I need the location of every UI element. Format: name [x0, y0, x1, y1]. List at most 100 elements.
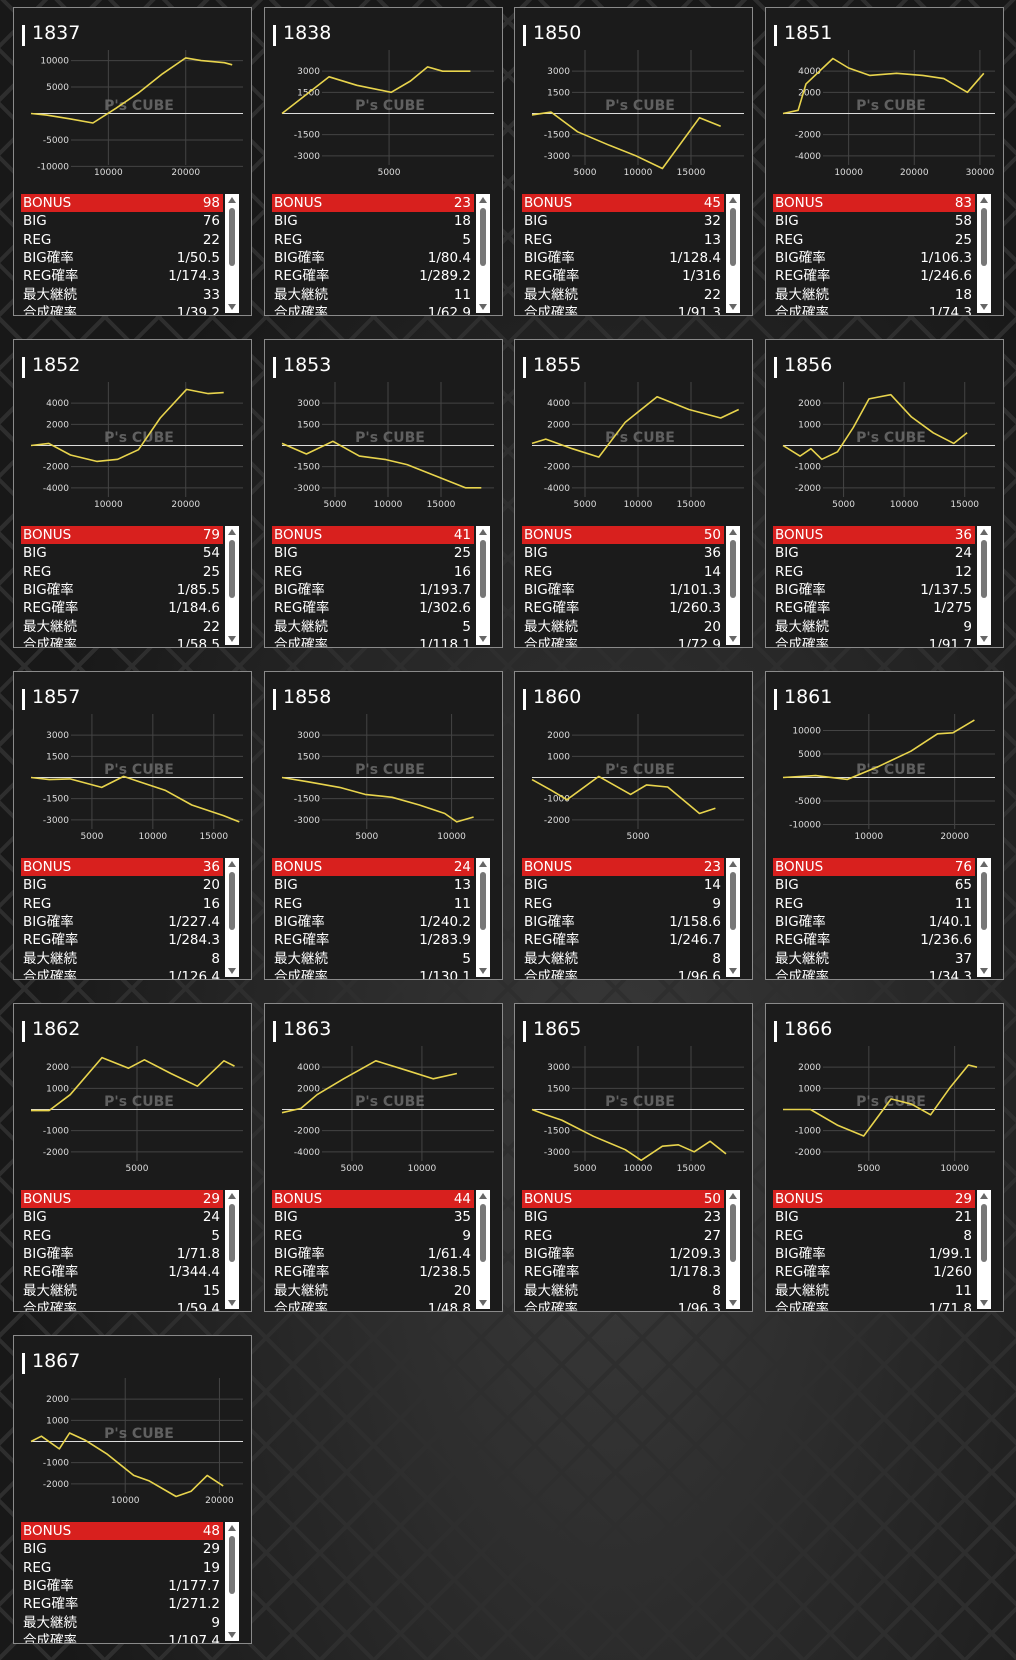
scroll-up[interactable] — [980, 1193, 988, 1199]
scroll-thumb[interactable] — [981, 872, 987, 930]
stat-row: 最大継続 20 — [272, 1282, 474, 1300]
scroll-up[interactable] — [729, 197, 737, 203]
stat-value: 36 — [954, 527, 972, 543]
scroll-down[interactable] — [479, 304, 487, 310]
stat-value: 1/260.3 — [669, 600, 721, 617]
scroll-up[interactable] — [479, 529, 487, 535]
scroll-thumb[interactable] — [229, 208, 235, 266]
scroll-thumb[interactable] — [730, 872, 736, 930]
stat-label: BIG — [775, 877, 799, 894]
scroll-up[interactable] — [479, 1193, 487, 1199]
scroll-down[interactable] — [729, 304, 737, 310]
scroll-thumb[interactable] — [229, 1204, 235, 1262]
scroll-up[interactable] — [729, 529, 737, 535]
stat-row: 最大継続 9 — [773, 618, 975, 636]
scroll-down[interactable] — [729, 968, 737, 974]
stat-row: BIG 35 — [272, 1208, 474, 1226]
data-line — [281, 440, 482, 489]
scroll-down[interactable] — [980, 636, 988, 642]
stat-row: BIG 65 — [773, 876, 975, 894]
stat-value: 29 — [954, 1191, 972, 1207]
stat-row: BIG確率 1/128.4 — [522, 249, 724, 267]
scroll-up[interactable] — [980, 529, 988, 535]
scroll-down[interactable] — [228, 968, 236, 974]
stat-label: BONUS — [23, 859, 72, 875]
scroll-thumb[interactable] — [480, 208, 486, 266]
scrollbar[interactable] — [726, 194, 740, 313]
scrollbar[interactable] — [225, 1522, 239, 1641]
scroll-down[interactable] — [228, 636, 236, 642]
scroll-down[interactable] — [479, 1300, 487, 1306]
scrollbar[interactable] — [476, 858, 490, 977]
scrollbar[interactable] — [726, 526, 740, 645]
scrollbar[interactable] — [726, 858, 740, 977]
scroll-thumb[interactable] — [730, 208, 736, 266]
scroll-down[interactable] — [228, 304, 236, 310]
stat-value: 1/71.8 — [176, 1245, 220, 1262]
scroll-up[interactable] — [980, 861, 988, 867]
scroll-up[interactable] — [729, 1193, 737, 1199]
scrollbar[interactable] — [977, 1190, 991, 1309]
y-tick-label: -1500 — [544, 131, 570, 141]
scroll-thumb[interactable] — [730, 1204, 736, 1262]
scroll-down[interactable] — [479, 636, 487, 642]
scroll-up[interactable] — [228, 1193, 236, 1199]
scroll-up[interactable] — [729, 861, 737, 867]
scrollbar[interactable] — [476, 194, 490, 313]
stat-value: 22 — [703, 286, 721, 303]
stat-row: BIG 21 — [773, 1208, 975, 1226]
stat-row: 最大継続 9 — [21, 1614, 223, 1632]
scrollbar[interactable] — [225, 858, 239, 977]
scroll-down[interactable] — [228, 1632, 236, 1638]
scrollbar[interactable] — [225, 194, 239, 313]
stat-row: REG確率 1/284.3 — [21, 931, 223, 949]
scroll-thumb[interactable] — [730, 540, 736, 598]
scroll-thumb[interactable] — [480, 872, 486, 930]
scroll-down[interactable] — [228, 1300, 236, 1306]
scroll-up[interactable] — [228, 197, 236, 203]
scrollbar[interactable] — [977, 194, 991, 313]
scroll-down[interactable] — [980, 304, 988, 310]
y-tick-label: 1500 — [297, 420, 320, 430]
stat-row: REG 25 — [773, 231, 975, 249]
y-tick-label: -1000 — [795, 1127, 821, 1137]
scroll-down[interactable] — [479, 968, 487, 974]
stat-label: REG — [23, 895, 52, 912]
scrollbar[interactable] — [225, 1190, 239, 1309]
scrollbar[interactable] — [726, 1190, 740, 1309]
scroll-thumb[interactable] — [480, 540, 486, 598]
scroll-up[interactable] — [228, 861, 236, 867]
stat-value: 1/289.2 — [419, 268, 471, 285]
scroll-thumb[interactable] — [229, 540, 235, 598]
scroll-down[interactable] — [729, 1300, 737, 1306]
scroll-down[interactable] — [729, 636, 737, 642]
scroll-up[interactable] — [228, 529, 236, 535]
card-title: 1865 — [533, 1018, 582, 1040]
scroll-thumb[interactable] — [981, 540, 987, 598]
stat-value: 9 — [211, 1614, 220, 1631]
scrollbar[interactable] — [977, 526, 991, 645]
stat-value: 27 — [703, 1227, 721, 1244]
scrollbar[interactable] — [476, 526, 490, 645]
scroll-thumb[interactable] — [981, 1204, 987, 1262]
watermark: P's CUBE — [605, 430, 675, 446]
scrollbar[interactable] — [225, 526, 239, 645]
scroll-thumb[interactable] — [229, 872, 235, 930]
scroll-up[interactable] — [479, 197, 487, 203]
scroll-down[interactable] — [980, 1300, 988, 1306]
stat-row: BIG確率 1/101.3 — [522, 581, 724, 599]
scroll-up[interactable] — [980, 197, 988, 203]
scroll-down[interactable] — [980, 968, 988, 974]
stat-label: BONUS — [775, 195, 824, 211]
stat-value: 13 — [703, 231, 721, 248]
scroll-up[interactable] — [228, 1525, 236, 1531]
scrollbar[interactable] — [476, 1190, 490, 1309]
stat-label: BIG — [524, 1209, 548, 1226]
scroll-up[interactable] — [479, 861, 487, 867]
y-tick-label: 1500 — [547, 1084, 570, 1094]
scroll-thumb[interactable] — [229, 1536, 235, 1594]
stat-value: 24 — [954, 545, 972, 562]
scrollbar[interactable] — [977, 858, 991, 977]
scroll-thumb[interactable] — [981, 208, 987, 266]
scroll-thumb[interactable] — [480, 1204, 486, 1262]
